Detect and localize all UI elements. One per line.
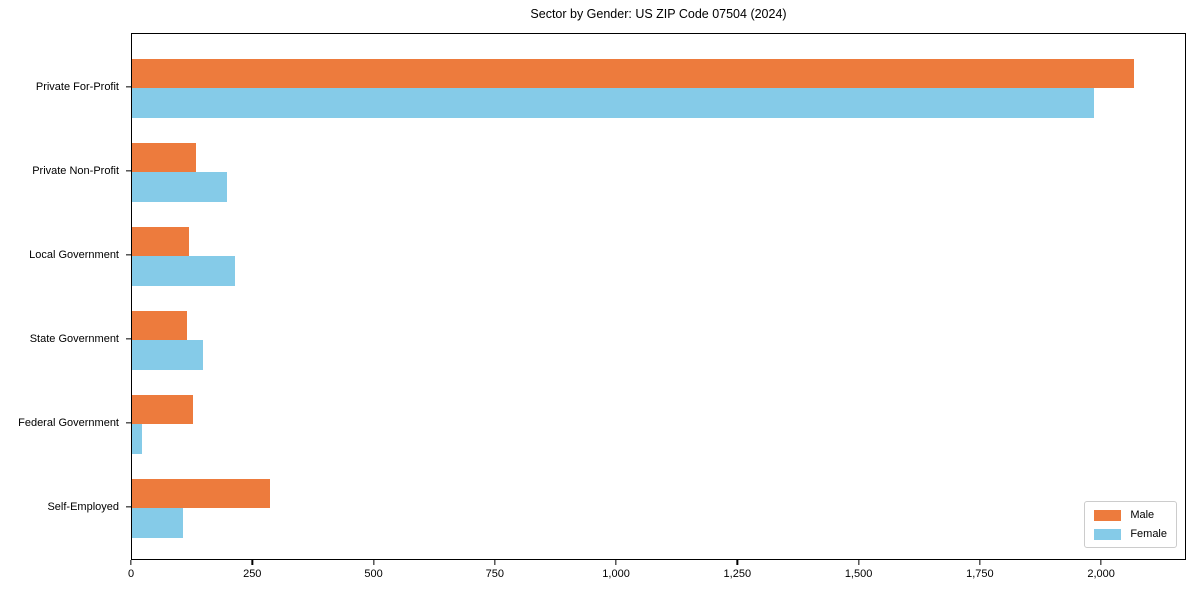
x-tick-label: 250 — [243, 568, 262, 580]
bar-group — [132, 214, 1185, 298]
x-tick-mark — [857, 560, 860, 565]
x-tick-label: 1,500 — [844, 568, 873, 580]
legend-label: Female — [1130, 528, 1167, 540]
x-tick-mark — [251, 560, 253, 565]
bar-male — [132, 310, 187, 340]
y-tick-label: Private Non-Profit — [32, 165, 119, 177]
y-tick-mark — [126, 338, 131, 340]
legend-entry: Female — [1094, 528, 1167, 540]
x-tick-mark — [130, 560, 132, 565]
x-tick-label: 500 — [364, 568, 383, 580]
y-axis: Private For-Profit Private Non-Profit Loca… — [0, 33, 131, 560]
chart-title: Sector by Gender: US ZIP Code 07504 (202… — [530, 7, 787, 21]
x-tick-mark — [1100, 560, 1102, 565]
x-tick-mark — [372, 560, 375, 565]
bar-female — [132, 256, 235, 286]
x-tick-label: 2,000 — [1087, 568, 1115, 580]
bar-male — [132, 478, 270, 508]
x-tick-label: 0 — [127, 568, 135, 580]
y-tick-label: Local Government — [29, 249, 119, 261]
bar-female — [132, 172, 227, 202]
plot-area: Male Female — [131, 33, 1186, 560]
x-tick-label: 1,000 — [602, 568, 630, 580]
bar-group — [132, 466, 1185, 550]
bar-female — [132, 424, 143, 454]
bar-rows — [132, 46, 1185, 550]
y-tick-mark — [126, 254, 131, 256]
bar-group — [132, 382, 1185, 466]
bar-male — [132, 394, 193, 424]
bar-group — [132, 298, 1185, 382]
y-tick-label: Self-Employed — [47, 501, 119, 513]
y-tick-label: State Government — [29, 333, 119, 345]
legend-swatch-female — [1094, 528, 1122, 540]
legend: Male Female — [1084, 501, 1177, 548]
y-tick-mark — [126, 170, 131, 172]
y-tick-mark — [126, 422, 131, 424]
bar-male — [132, 58, 1135, 88]
x-tick-label: 1,750 — [966, 568, 994, 580]
y-tick-label: Federal Government — [18, 417, 119, 429]
x-tick-label: 750 — [485, 568, 504, 580]
bar-group — [132, 46, 1185, 130]
x-tick-mark — [615, 560, 617, 565]
x-axis: 0 250 500 750 1,000 1,250 1,500 1,750 2,000 — [127, 560, 1186, 592]
legend-label: Male — [1130, 509, 1155, 521]
x-tick-mark — [494, 560, 496, 565]
y-tick-mark — [126, 506, 131, 508]
x-tick-mark — [979, 560, 981, 565]
bar-female — [132, 340, 203, 370]
legend-entry: Male — [1094, 509, 1167, 521]
legend-swatch-male — [1094, 509, 1122, 521]
bar-female — [132, 508, 183, 538]
bar-group — [132, 130, 1185, 214]
bar-female — [132, 88, 1095, 118]
x-tick-label: 1,250 — [723, 568, 752, 580]
bar-male — [132, 142, 196, 172]
x-tick-mark — [736, 560, 738, 565]
y-tick-label: Private For-Profit — [35, 81, 119, 93]
y-tick-mark — [126, 86, 131, 88]
bar-male — [132, 226, 190, 256]
